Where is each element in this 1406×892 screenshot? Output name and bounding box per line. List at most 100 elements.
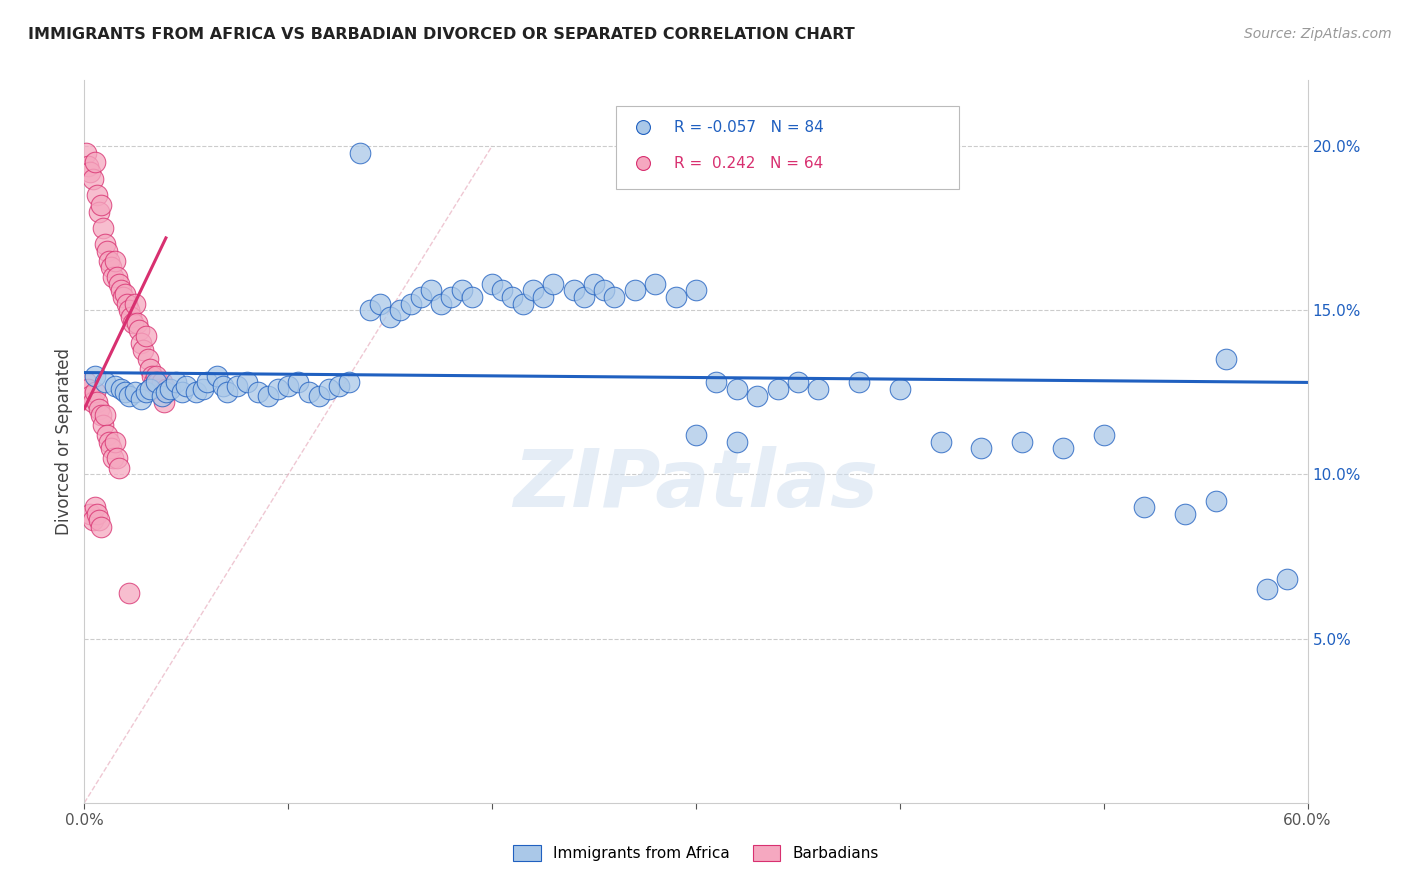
Point: [624, 284, 647, 298]
Point: [86, 188, 108, 202]
Point: [848, 376, 870, 390]
Point: [706, 376, 728, 390]
Point: [90, 520, 112, 534]
Point: [145, 376, 167, 390]
Point: [120, 310, 142, 324]
Point: [149, 382, 172, 396]
Point: [359, 303, 381, 318]
Point: [145, 368, 167, 383]
Point: [450, 284, 472, 298]
Point: [131, 336, 153, 351]
Point: [562, 284, 585, 298]
Point: [77, 382, 100, 396]
Point: [502, 290, 524, 304]
Point: [110, 382, 132, 396]
Point: [91, 418, 114, 433]
Point: [79, 165, 101, 179]
Point: [685, 284, 707, 298]
Point: [165, 376, 187, 390]
Point: [212, 378, 235, 392]
Point: [100, 441, 122, 455]
Point: [96, 244, 118, 258]
Point: [583, 277, 606, 291]
Point: [101, 270, 124, 285]
Point: [124, 296, 146, 310]
Point: [101, 450, 124, 465]
Point: [172, 385, 194, 400]
Point: [75, 376, 97, 390]
Point: [112, 290, 135, 304]
Legend: Immigrants from Africa, Barbadians: Immigrants from Africa, Barbadians: [508, 839, 884, 867]
Point: [108, 277, 131, 291]
Point: [807, 382, 830, 396]
Point: [205, 368, 228, 383]
Point: [368, 296, 391, 310]
Point: [970, 441, 993, 455]
Point: [153, 395, 176, 409]
Point: [572, 290, 595, 304]
Point: [1205, 493, 1227, 508]
Point: [110, 284, 132, 298]
Point: [104, 378, 127, 392]
Point: [97, 434, 120, 449]
Point: [512, 296, 534, 310]
Point: [77, 159, 100, 173]
Point: [122, 316, 145, 330]
Point: [104, 253, 127, 268]
Point: [150, 376, 173, 390]
Point: [318, 382, 340, 396]
Point: [136, 352, 159, 367]
Point: [787, 376, 810, 390]
Point: [93, 237, 115, 252]
Point: [308, 388, 330, 402]
Point: [90, 198, 112, 212]
Point: [1215, 352, 1237, 367]
FancyBboxPatch shape: [616, 105, 959, 189]
Point: [155, 385, 177, 400]
Point: [277, 378, 299, 392]
Point: [491, 284, 513, 298]
Point: [543, 277, 565, 291]
Point: [75, 145, 97, 160]
Point: [257, 388, 280, 402]
Point: [97, 253, 120, 268]
Point: [1277, 573, 1299, 587]
Point: [83, 500, 105, 515]
Point: [889, 382, 911, 396]
Point: [138, 382, 160, 396]
Point: [83, 155, 105, 169]
Point: [146, 376, 169, 390]
Point: [522, 284, 544, 298]
Point: [150, 388, 173, 402]
Point: [1133, 500, 1156, 515]
Point: [226, 378, 249, 392]
Point: [86, 395, 108, 409]
Text: R =  0.242   N = 64: R = 0.242 N = 64: [673, 156, 823, 171]
Point: [138, 362, 160, 376]
Text: Source: ZipAtlas.com: Source: ZipAtlas.com: [1244, 27, 1392, 41]
Point: [90, 409, 112, 423]
Point: [430, 296, 453, 310]
Point: [1256, 582, 1278, 597]
Point: [127, 316, 149, 330]
Point: [135, 385, 157, 400]
Point: [929, 434, 952, 449]
Point: [87, 513, 110, 527]
Point: [159, 382, 181, 396]
Point: [83, 385, 105, 400]
Point: [440, 290, 463, 304]
Point: [86, 507, 108, 521]
Text: IMMIGRANTS FROM AFRICA VS BARBADIAN DIVORCED OR SEPARATED CORRELATION CHART: IMMIGRANTS FROM AFRICA VS BARBADIAN DIVO…: [28, 27, 855, 42]
Point: [83, 368, 105, 383]
Point: [93, 409, 115, 423]
Point: [118, 303, 141, 318]
Point: [155, 382, 177, 396]
Point: [267, 382, 290, 396]
Point: [725, 382, 748, 396]
Point: [644, 277, 666, 291]
Point: [141, 368, 163, 383]
Point: [128, 323, 150, 337]
Point: [93, 376, 115, 390]
Point: [174, 378, 197, 392]
Point: [135, 329, 157, 343]
